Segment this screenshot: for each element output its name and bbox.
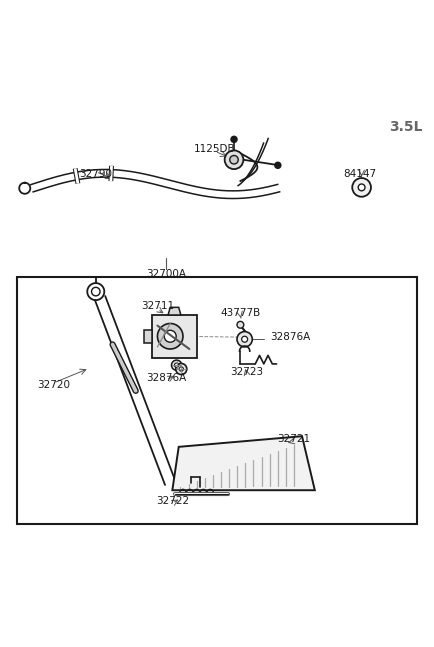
Circle shape: [179, 367, 184, 371]
Text: 32876A: 32876A: [146, 373, 186, 383]
Circle shape: [275, 162, 281, 168]
Polygon shape: [172, 436, 315, 490]
Circle shape: [225, 150, 243, 169]
Text: 32722: 32722: [156, 496, 189, 507]
Circle shape: [237, 331, 252, 347]
Text: 84147: 84147: [343, 169, 376, 179]
Circle shape: [237, 322, 244, 328]
Circle shape: [242, 336, 248, 342]
Polygon shape: [152, 315, 197, 358]
Text: 32711: 32711: [141, 302, 174, 311]
Text: 32876A: 32876A: [270, 332, 310, 342]
Circle shape: [230, 155, 238, 164]
Text: 32721: 32721: [277, 434, 310, 444]
Bar: [17, 277, 417, 524]
Polygon shape: [168, 307, 181, 315]
Text: 32700A: 32700A: [146, 269, 186, 279]
Text: 32790: 32790: [79, 169, 112, 179]
Text: 43777B: 43777B: [220, 308, 260, 318]
Text: 3.5L: 3.5L: [389, 120, 423, 134]
Circle shape: [176, 364, 187, 375]
Polygon shape: [145, 330, 152, 343]
Circle shape: [92, 287, 100, 296]
Text: 32723: 32723: [230, 367, 263, 377]
Circle shape: [171, 360, 182, 370]
Circle shape: [164, 331, 176, 342]
Circle shape: [158, 324, 183, 349]
Circle shape: [352, 178, 371, 197]
Circle shape: [231, 137, 237, 142]
Text: 32720: 32720: [37, 380, 70, 390]
Circle shape: [358, 184, 365, 191]
Circle shape: [174, 363, 179, 367]
Text: 1125DB: 1125DB: [194, 144, 236, 154]
